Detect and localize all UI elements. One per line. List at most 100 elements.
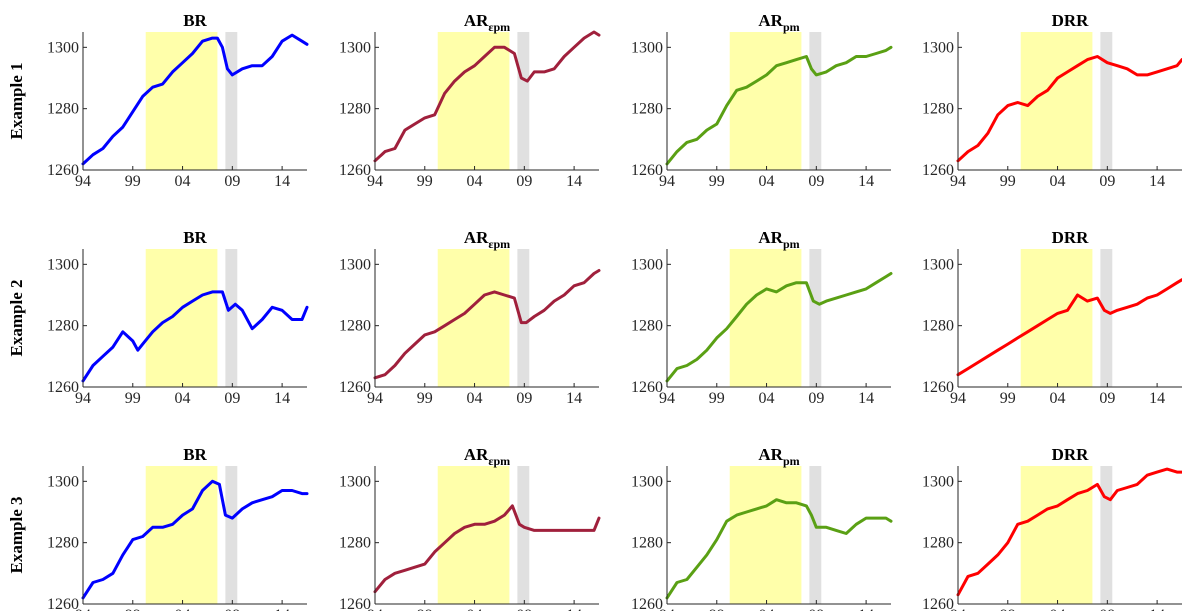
data-series-line	[373, 30, 601, 163]
panel-title-subscript: pm	[783, 454, 800, 468]
x-tick-label: 14	[1149, 607, 1165, 611]
panel-title-main: DRR	[1052, 445, 1090, 464]
x-tick-label: 99	[1000, 607, 1016, 611]
y-tick-label: 1300	[339, 473, 371, 490]
panel-title-main: BR	[183, 228, 207, 247]
recession-shading	[517, 466, 530, 604]
panel-title-main: AR	[758, 11, 783, 30]
chart-panel: 1260 1280 1300 94 99 04 09 14 ARpm	[631, 11, 893, 190]
panel-title: DRR	[1052, 228, 1090, 247]
y-tick-label: 1280	[922, 318, 954, 335]
boom-period-shading	[1020, 249, 1093, 387]
boom-period-shading	[437, 32, 510, 170]
y-tick-label: 1280	[631, 535, 663, 552]
chart-panel: 1260 1280 1300 94 99 04 09 14 ARpm	[631, 445, 893, 611]
x-tick-label: 04	[1050, 607, 1066, 611]
x-tick-label: 94	[950, 173, 966, 190]
panel-title-subscript: pm	[783, 20, 800, 34]
x-tick-label: 09	[808, 607, 824, 611]
boom-period-shading	[437, 466, 510, 604]
recession-shading	[225, 32, 238, 170]
data-series-line	[373, 269, 601, 380]
y-tick-label: 1280	[47, 318, 79, 335]
chart-panel: 1260 1280 1300 94 99 04 09 14 ARεpm	[339, 228, 601, 407]
recession-shading	[225, 466, 238, 604]
recession-shading	[809, 249, 822, 387]
chart-panel: 1260 1280 1300 94 99 04 09 14 DRR	[922, 228, 1182, 407]
x-tick-label: 94	[659, 173, 675, 190]
y-tick-label: 1300	[922, 256, 954, 273]
boom-period-shading	[145, 249, 218, 387]
panel-title-main: DRR	[1052, 11, 1090, 30]
chart-panel: 1260 1280 1300 94 99 04 09 14 ARpm	[631, 228, 893, 407]
x-tick-label: 09	[516, 390, 532, 407]
panel-title-main: AR	[464, 228, 489, 247]
x-tick-label: 09	[224, 607, 240, 611]
x-tick-label: 99	[1000, 173, 1016, 190]
chart-panel: 1260 1280 1300 94 99 04 09 14 BR	[47, 11, 309, 190]
recession-shading	[1100, 249, 1113, 387]
panel-title: BR	[183, 228, 207, 247]
y-tick-label: 1280	[631, 318, 663, 335]
y-tick-label: 1260	[47, 379, 79, 396]
panel-title-main: AR	[464, 445, 489, 464]
x-tick-label: 99	[709, 607, 725, 611]
x-tick-label: 94	[659, 390, 675, 407]
y-tick-label: 1260	[922, 596, 954, 611]
x-tick-label: 04	[175, 607, 191, 611]
y-tick-label: 1300	[631, 39, 663, 56]
y-tick-label: 1300	[631, 473, 663, 490]
x-tick-label: 14	[858, 607, 874, 611]
x-tick-label: 04	[467, 607, 483, 611]
x-tick-label: 14	[274, 390, 290, 407]
chart-panel: 1260 1280 1300 94 99 04 09 14 ARεpm	[339, 11, 601, 190]
recession-shading	[517, 249, 530, 387]
x-tick-label: 09	[1099, 607, 1115, 611]
x-tick-label: 99	[125, 390, 141, 407]
panel-title-subscript: εpm	[488, 20, 510, 34]
x-tick-label: 14	[858, 390, 874, 407]
x-tick-label: 09	[516, 607, 532, 611]
x-tick-label: 09	[516, 173, 532, 190]
panel-title-main: BR	[183, 11, 207, 30]
y-tick-label: 1300	[922, 39, 954, 56]
x-tick-label: 94	[75, 607, 91, 611]
panel-title: DRR	[1052, 11, 1090, 30]
x-tick-label: 14	[274, 173, 290, 190]
x-tick-label: 14	[858, 173, 874, 190]
x-tick-label: 14	[566, 390, 582, 407]
panel-title: DRR	[1052, 445, 1090, 464]
chart-panel: 1260 1280 1300 94 99 04 09 14 DRR	[922, 445, 1182, 611]
x-tick-label: 04	[175, 390, 191, 407]
boom-period-shading	[1020, 466, 1093, 604]
x-tick-label: 04	[1050, 390, 1066, 407]
chart-panel: 1260 1280 1300 94 99 04 09 14 DRR	[922, 11, 1182, 190]
panel-title: ARpm	[758, 445, 799, 468]
y-tick-label: 1260	[631, 379, 663, 396]
y-tick-label: 1260	[922, 162, 954, 179]
x-tick-label: 94	[950, 607, 966, 611]
x-tick-label: 04	[175, 173, 191, 190]
y-tick-label: 1280	[922, 535, 954, 552]
x-tick-label: 04	[1050, 173, 1066, 190]
x-tick-label: 09	[808, 390, 824, 407]
y-tick-label: 1300	[47, 39, 79, 56]
x-tick-label: 04	[759, 607, 775, 611]
panel-title-subscript: εpm	[488, 454, 510, 468]
data-series-line	[665, 498, 893, 600]
x-tick-label: 09	[224, 390, 240, 407]
x-tick-label: 94	[367, 607, 383, 611]
boom-period-shading	[729, 466, 802, 604]
panel-title: BR	[183, 445, 207, 464]
x-tick-label: 99	[709, 173, 725, 190]
x-tick-label: 99	[417, 607, 433, 611]
x-tick-label: 99	[709, 390, 725, 407]
recession-shading	[225, 249, 238, 387]
recession-shading	[517, 32, 530, 170]
x-tick-label: 94	[659, 607, 675, 611]
y-tick-label: 1280	[922, 101, 954, 118]
y-tick-label: 1300	[47, 473, 79, 490]
y-tick-label: 1280	[339, 535, 371, 552]
x-tick-label: 94	[950, 390, 966, 407]
